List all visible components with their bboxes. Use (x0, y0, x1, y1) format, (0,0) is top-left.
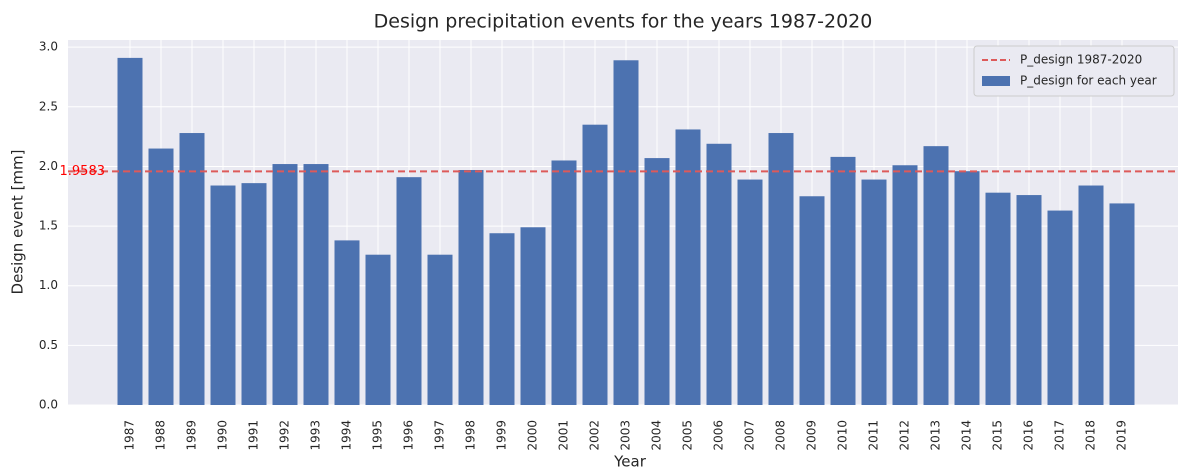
y-tick-label: 0.0 (39, 398, 58, 412)
x-tick-label: 2013 (929, 420, 943, 451)
x-tick-label: 1998 (464, 420, 478, 451)
bar (272, 164, 298, 405)
bar (737, 179, 763, 405)
x-tick-label: 2001 (557, 420, 571, 451)
bar (365, 254, 391, 405)
x-tick-label: 2019 (1115, 420, 1129, 451)
bar (675, 129, 701, 405)
x-tick-label: 2007 (743, 420, 757, 451)
x-tick-label: 1991 (247, 420, 261, 451)
y-tick-label: 3.0 (39, 40, 58, 54)
bar (396, 177, 422, 405)
bar (644, 158, 670, 405)
bar (179, 133, 205, 405)
reference-label: 1.9583 (60, 164, 106, 179)
y-tick-label: 1.5 (39, 219, 58, 233)
x-tick-label: 2000 (526, 420, 540, 451)
bar (954, 171, 980, 405)
x-tick-label: 2018 (1084, 420, 1098, 451)
bar (1109, 203, 1135, 405)
bar (892, 165, 918, 405)
bar (706, 143, 732, 405)
x-tick-label: 1990 (216, 420, 230, 451)
bar (1047, 210, 1073, 405)
bar (458, 170, 484, 405)
legend-label: P_design for each year (1020, 74, 1157, 88)
bar (861, 179, 887, 405)
x-tick-label: 2017 (1053, 420, 1067, 451)
bar (551, 160, 577, 405)
x-tick-label: 1994 (340, 420, 354, 451)
legend-label: P_design 1987-2020 (1020, 53, 1142, 67)
x-tick-label: 1997 (433, 420, 447, 451)
bar (334, 240, 360, 405)
bar (520, 227, 546, 405)
bar (923, 146, 949, 405)
bar (303, 164, 329, 405)
x-axis-label: Year (613, 453, 647, 470)
x-tick-label: 1993 (309, 420, 323, 451)
y-tick-label: 0.5 (39, 338, 58, 352)
bar (210, 185, 236, 405)
bar (613, 60, 639, 406)
bar (427, 254, 453, 405)
x-tick-label: 2015 (991, 420, 1005, 451)
legend-box (973, 45, 1175, 97)
bar (768, 133, 794, 405)
bar (1078, 185, 1104, 405)
y-axis-label: Design event [mm] (9, 150, 27, 295)
x-tick-label: 2008 (774, 420, 788, 451)
y-tick-label: 2.0 (39, 159, 58, 173)
x-tick-label: 2003 (619, 420, 633, 451)
bar (985, 192, 1011, 405)
chart-title: Design precipitation events for the year… (374, 11, 873, 33)
x-tick-label: 1992 (278, 420, 292, 451)
y-tick-label: 1.0 (39, 278, 58, 292)
bar (489, 233, 515, 405)
x-tick-label: 1996 (402, 420, 416, 451)
x-tick-label: 2002 (588, 420, 602, 451)
bar (148, 148, 174, 405)
x-tick-label: 2016 (1022, 420, 1036, 451)
x-tick-label: 2012 (898, 420, 912, 451)
x-tick-label: 2006 (712, 420, 726, 451)
x-tick-label: 1987 (123, 420, 137, 451)
x-tick-label: 1988 (154, 420, 168, 451)
y-tick-label: 2.5 (39, 99, 58, 113)
bar (241, 183, 267, 405)
bar (1016, 195, 1042, 405)
x-tick-label: 2004 (650, 420, 664, 451)
x-tick-label: 2005 (681, 420, 695, 451)
x-tick-label: 1989 (185, 420, 199, 451)
x-tick-label: 2010 (836, 420, 850, 451)
bar (117, 57, 143, 406)
legend-swatch (982, 76, 1010, 86)
x-tick-label: 2014 (960, 420, 974, 451)
bar (830, 156, 856, 405)
bar (582, 124, 608, 405)
x-tick-label: 1995 (371, 420, 385, 451)
bar (799, 196, 825, 405)
x-tick-label: 1999 (495, 420, 509, 451)
x-tick-label: 2011 (867, 420, 881, 451)
x-tick-label: 2009 (805, 420, 819, 451)
